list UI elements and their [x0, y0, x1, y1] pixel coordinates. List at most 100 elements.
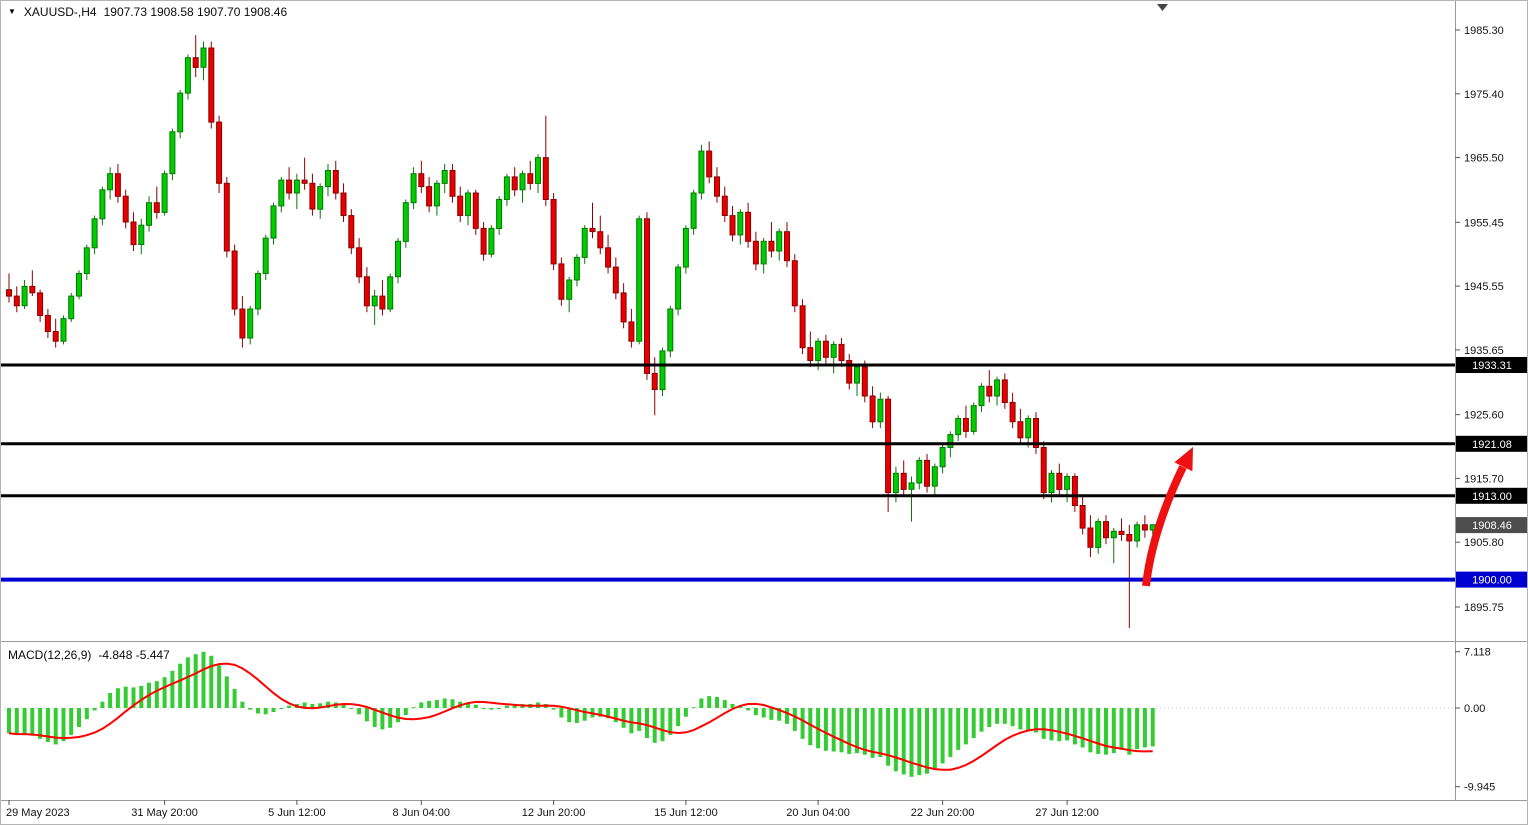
macd-tick-label: 0.00: [1464, 703, 1485, 715]
bullish-candle: [581, 227, 588, 258]
macd-histogram-bar: [489, 708, 494, 710]
macd-histogram-bar: [792, 708, 797, 731]
bearish-candle: [628, 321, 635, 342]
macd-histogram-bar: [178, 663, 183, 708]
macd-histogram-bar: [185, 657, 190, 708]
macd-histogram-bar: [61, 708, 66, 742]
bullish-candle: [433, 182, 440, 207]
macd-histogram-bar: [14, 708, 19, 735]
macd-histogram-bar: [442, 698, 447, 708]
price-tick-label: 1975.40: [1464, 89, 1504, 101]
macd-histogram-bar: [69, 708, 74, 735]
bearish-candle: [1118, 530, 1125, 535]
bullish-candle: [262, 237, 269, 275]
bearish-candle: [846, 360, 853, 384]
macd-histogram-bar: [326, 701, 330, 708]
bullish-candle: [441, 170, 448, 184]
level-price-label: 1913.00: [1456, 487, 1527, 504]
bearish-candle: [449, 170, 456, 197]
macd-histogram-bar: [263, 708, 268, 715]
macd-histogram-bar: [427, 700, 432, 708]
macd-histogram-bar: [645, 708, 649, 739]
bearish-candle: [1126, 534, 1133, 542]
macd-histogram-bar: [380, 708, 385, 730]
macd-histogram-bar: [1142, 708, 1147, 748]
macd-histogram-bar: [629, 708, 634, 734]
level-price-label: 1921.08: [1456, 435, 1527, 452]
time-axis[interactable]: 29 May 2023 31 May 20:00 5 Jun 12:00 8 Jun …: [6, 800, 1099, 819]
price-axis[interactable]: 1985.30 1975.40 1965.50 1955.45 1945.55 1935.…: [1455, 25, 1504, 794]
price-tick-label: 1905.80: [1464, 537, 1504, 549]
macd-histogram-bar: [785, 708, 789, 724]
bullish-candle: [947, 434, 954, 449]
price-tick-label: 1925.60: [1464, 410, 1504, 422]
bullish-candle: [395, 240, 401, 278]
bearish-candle: [605, 247, 612, 268]
macd-histogram-bar: [676, 708, 681, 727]
bearish-candle: [861, 366, 868, 397]
macd-histogram-bar: [396, 708, 400, 723]
macd-histogram-bar: [870, 708, 875, 758]
chart-ohlc-values: 1907.73 1908.58 1907.70 1908.46: [103, 5, 288, 19]
bullish-candle: [317, 186, 324, 210]
time-axis-label: 22 Jun 20:00: [911, 807, 975, 819]
macd-histogram-bar: [209, 655, 214, 708]
macd-histogram-bar: [878, 708, 883, 757]
scroll-anchor-icon[interactable]: [1157, 4, 1168, 11]
macd-histogram-bar: [691, 707, 696, 709]
bearish-candle: [363, 276, 370, 307]
bullish-candle: [675, 266, 682, 310]
macd-histogram-bar: [1065, 708, 1070, 741]
macd-histogram-bar: [481, 708, 486, 709]
bullish-candle: [519, 173, 526, 191]
bearish-candle: [729, 215, 736, 236]
bullish-candle: [169, 131, 176, 175]
bullish-candle: [387, 276, 394, 310]
bullish-candle: [737, 211, 744, 236]
macd-histogram-bar: [38, 708, 43, 739]
bearish-candle: [426, 186, 433, 207]
chart-header: ▼ XAUUSD-,H4 1907.73 1908.58 1907.70 190…: [8, 5, 287, 19]
bullish-candle: [255, 273, 261, 310]
bullish-candle: [1095, 521, 1102, 548]
bullish-candle: [970, 405, 977, 432]
bullish-candle: [994, 379, 1001, 397]
bearish-candle: [1079, 505, 1086, 529]
macd-histogram-bar: [504, 705, 509, 708]
macd-histogram-bar: [1080, 708, 1085, 748]
macd-histogram-bar: [108, 693, 113, 708]
bearish-candle: [962, 418, 969, 432]
macd-histogram-bar: [855, 708, 859, 754]
macd-histogram-bar: [419, 702, 424, 708]
macd-signal-line: [8, 662, 1153, 771]
macd-histogram-bar: [388, 708, 393, 728]
macd-histogram-bar: [77, 708, 81, 727]
macd-histogram-bar: [761, 708, 766, 718]
macd-histogram-bar: [847, 708, 852, 754]
trend-arrow[interactable]: [1142, 447, 1193, 587]
macd-histogram-bar: [372, 708, 377, 727]
macd-histogram-bar: [551, 708, 556, 710]
macd-indicator-name: MACD(12,26,9): [8, 648, 92, 662]
macd-histogram-bar: [800, 708, 805, 739]
bearish-candle: [37, 292, 44, 316]
bearish-candle: [558, 263, 565, 300]
macd-histogram-bar: [318, 703, 323, 708]
bearish-candle: [1040, 447, 1047, 494]
macd-histogram-bar: [84, 708, 89, 720]
time-axis-label: 15 Jun 12:00: [654, 807, 718, 819]
macd-histogram-bar: [466, 702, 470, 708]
bearish-candle: [472, 192, 479, 229]
macd-histogram-bar: [7, 708, 11, 734]
bullish-candle: [830, 343, 837, 358]
macd-histogram-bar: [987, 708, 992, 727]
time-axis-label: 29 May 2023: [6, 807, 70, 819]
macd-histogram-bar: [893, 708, 898, 772]
bullish-candle: [566, 279, 573, 300]
macd-histogram-bar: [668, 708, 673, 735]
bearish-candle: [332, 170, 339, 194]
bullish-candle: [1134, 524, 1141, 542]
level-price-label: 1933.31: [1456, 357, 1527, 373]
price-tick-label: 1965.50: [1464, 153, 1504, 165]
